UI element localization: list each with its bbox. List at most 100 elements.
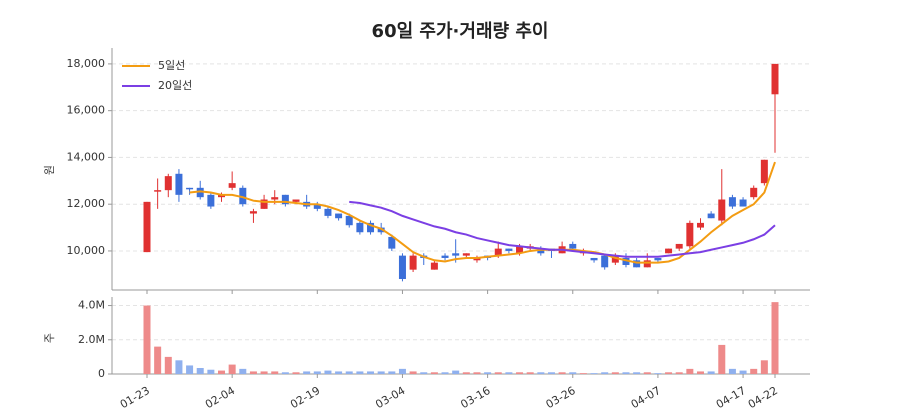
volume-bar (728, 368, 736, 374)
volume-bar (494, 372, 502, 374)
volume-bar (643, 372, 651, 374)
candle-body (686, 222, 694, 247)
candle-body (271, 197, 279, 200)
volume-bar (335, 371, 343, 374)
y-axis-label: 주 (43, 333, 56, 343)
y-tick-label: 10,000 (67, 244, 106, 257)
volume-bar (377, 371, 385, 374)
y-tick-label: 14,000 (67, 150, 106, 163)
candle-body (281, 194, 289, 205)
volume-bar (452, 370, 460, 374)
candle-body (367, 222, 375, 233)
volume-bar (611, 372, 619, 374)
candle-body (335, 213, 343, 219)
x-tick-label: 02-19 (288, 384, 322, 411)
y-tick-label: 4.0M (78, 299, 105, 312)
candle-body (218, 194, 226, 198)
y-tick-label: 18,000 (67, 57, 106, 70)
volume-bar (345, 371, 353, 374)
volume-bar (207, 369, 215, 374)
candle-body (186, 187, 194, 190)
volume-bar (196, 368, 204, 374)
candle-body (452, 253, 460, 256)
volume-bar (526, 372, 534, 374)
candle-body (601, 255, 609, 268)
volume-bar (462, 372, 470, 374)
candle-body (643, 260, 651, 268)
candle-body (228, 183, 236, 188)
x-tick-label: 03-26 (544, 384, 578, 411)
volume-bar (367, 371, 375, 374)
volume-bar (558, 372, 566, 374)
volume-bar (760, 360, 768, 374)
volume-bar (175, 360, 183, 374)
ma-line (349, 200, 776, 258)
x-tick-label: 04-22 (746, 384, 780, 411)
volume-bar (622, 372, 630, 374)
volume-bar (516, 372, 524, 374)
candle-body (696, 222, 704, 228)
y-axis-label: 원 (43, 165, 56, 175)
candle-body (760, 159, 768, 184)
candle-body (718, 199, 726, 221)
volume-bar (739, 370, 747, 374)
y-tick-label: 2.0M (78, 333, 105, 346)
volume-bar (473, 372, 481, 374)
volume-bar (601, 372, 609, 374)
volume-bar (218, 370, 226, 374)
candle-body (654, 257, 662, 261)
volume-bar (665, 372, 673, 374)
volume-bar (154, 346, 162, 374)
candle-body (494, 248, 502, 256)
x-tick-label: 01-23 (118, 384, 152, 411)
volume-bar (143, 305, 151, 374)
candle-body (164, 176, 172, 191)
volume-bar (547, 372, 555, 374)
volume-bar (356, 371, 364, 374)
ma-line (189, 161, 776, 264)
volume-bar (271, 371, 279, 374)
volume-bar (249, 371, 257, 374)
candle-body (409, 255, 417, 270)
volume-bar (441, 372, 449, 374)
candle-body (356, 222, 364, 233)
volume-bar (420, 372, 428, 374)
volume-bar (696, 371, 704, 374)
candle-body (345, 215, 353, 226)
volume-bar (239, 368, 247, 374)
candle-body (462, 253, 470, 256)
volume-bar (537, 372, 545, 374)
volume-bar (281, 372, 289, 374)
volume-bar (303, 371, 311, 374)
volume-bar (633, 372, 641, 374)
candle-body (505, 248, 513, 251)
candle-body (622, 257, 630, 265)
volume-bar (313, 371, 321, 374)
legend-label: 20일선 (158, 78, 192, 92)
y-tick-label: 16,000 (67, 104, 106, 117)
candle-body (324, 208, 332, 216)
candle-body (154, 190, 162, 192)
volume-bar (771, 302, 779, 374)
candle-body (728, 197, 736, 207)
x-tick-label: 02-04 (203, 384, 237, 411)
legend-label: 5일선 (158, 58, 185, 72)
volume-bar (164, 356, 172, 374)
candle-body (665, 248, 673, 254)
volume-bar (186, 365, 194, 374)
x-tick-label: 04-07 (629, 384, 663, 411)
x-tick-label: 03-04 (373, 384, 407, 411)
candle-body (611, 255, 619, 263)
volume-bar (579, 373, 587, 374)
candle-body (196, 187, 204, 198)
volume-bar (675, 372, 683, 374)
candle-body (707, 213, 715, 219)
volume-bar (718, 344, 726, 374)
candle-body (388, 236, 396, 249)
candle-body (239, 187, 247, 205)
candle-body (516, 246, 524, 254)
volume-bar (484, 372, 492, 374)
candle-body (590, 257, 598, 261)
volume-bar (569, 372, 577, 374)
